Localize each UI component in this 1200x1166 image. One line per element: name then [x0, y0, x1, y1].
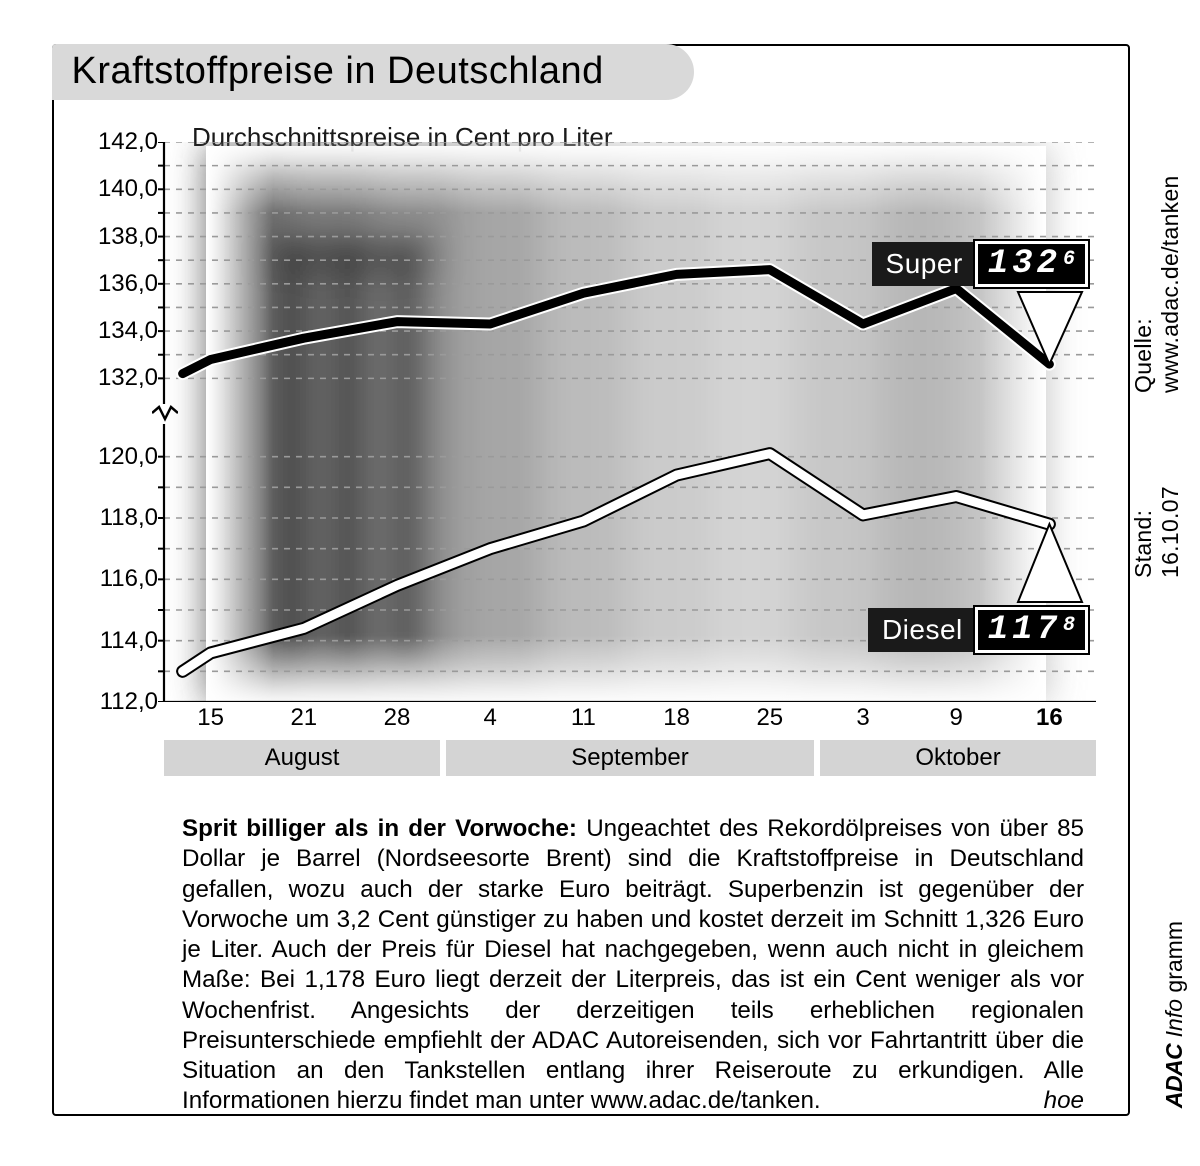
month-box: September — [446, 740, 814, 776]
x-tick-label: 21 — [290, 704, 317, 732]
body-paragraph: Sprit billiger als in der Vorwoche: Unge… — [182, 814, 1084, 1117]
month-box: Oktober — [820, 740, 1096, 776]
brand-label: ADAC Info gramm — [1161, 921, 1188, 1108]
x-tick-label: 16 — [1036, 704, 1063, 732]
x-tick-label: 4 — [484, 704, 497, 732]
month-box: August — [164, 740, 440, 776]
author-sig: hoe — [1044, 1086, 1084, 1116]
source-meta: Stand: 16.10.07 Quelle: www.adac.de/tank… — [1130, 108, 1184, 578]
x-tick-label: 9 — [950, 704, 963, 732]
x-tick-label: 18 — [663, 704, 690, 732]
chart-plot: 132,0134,0136,0138,0140,0142,0112,0114,0… — [86, 142, 1096, 702]
brand-adac: ADAC — [1161, 1044, 1187, 1108]
brand-info: Info — [1161, 999, 1187, 1044]
title-tab: Kraftstoffpreise in Deutschland — [52, 44, 694, 100]
x-axis-ticks: 15 21 28 4 11 18 25 3 9 16 — [164, 704, 1096, 734]
quelle-text: Quelle: www.adac.de/tanken — [1130, 108, 1184, 393]
x-tick-label: 25 — [756, 704, 783, 732]
body-lead: Sprit billiger als in der Vorwoche: — [182, 815, 577, 842]
chart-container: Durchschnittspreise in Cent pro Liter 13… — [86, 122, 1096, 782]
x-tick-label: 11 — [571, 704, 596, 732]
x-tick-label: 28 — [384, 704, 411, 732]
month-labels: AugustSeptemberOktober — [164, 740, 1096, 776]
stand-text: Stand: 16.10.07 — [1130, 419, 1184, 578]
x-tick-label: 15 — [197, 704, 224, 732]
body-main: Ungeachtet des Rekordölpreises von über … — [182, 815, 1084, 1114]
x-tick-label: 3 — [856, 704, 869, 732]
infographic-frame: Kraftstoffpreise in Deutschland Durchsch… — [52, 44, 1130, 1116]
diesel-pointer-icon — [86, 142, 1096, 702]
title-text: Kraftstoffpreise in Deutschland — [72, 50, 604, 93]
brand-gramm: gramm — [1161, 921, 1187, 999]
